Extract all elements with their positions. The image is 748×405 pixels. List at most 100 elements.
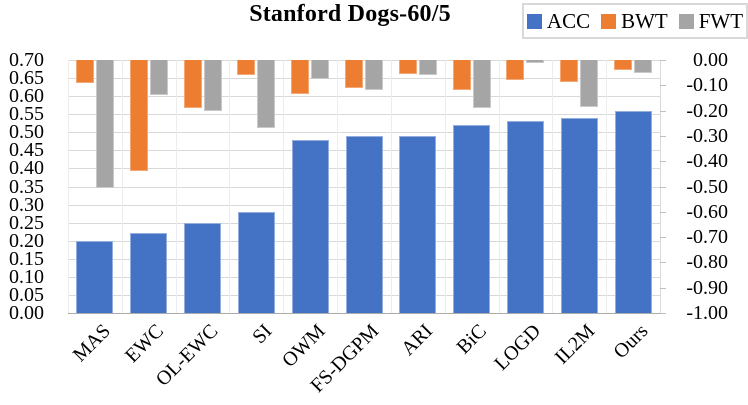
y-axis-right-tick	[660, 186, 666, 188]
gridline-vertical	[68, 60, 69, 313]
y-axis-left-tick-label: 0.05	[9, 283, 44, 306]
y-axis-right-tick	[660, 237, 666, 239]
bar-acc-fs-dgpm	[345, 135, 383, 313]
y-axis-right-tick	[660, 287, 666, 289]
bar-acc-owm	[291, 139, 329, 313]
y-axis-right-tick-label: -0.40	[686, 150, 728, 173]
gridline-horizontal	[68, 114, 660, 116]
y-axis-left-tick-label: 0.40	[9, 157, 44, 180]
bar-bwt-il2m	[560, 60, 579, 82]
legend-item-fwt: FWT	[678, 8, 744, 33]
gridline-vertical	[121, 60, 123, 313]
bar-acc-il2m	[560, 117, 598, 313]
bar-fwt-si	[257, 60, 276, 129]
gridline-vertical	[175, 60, 177, 313]
gridline-vertical	[552, 60, 554, 313]
y-axis-right-tick-label: -0.10	[686, 74, 728, 97]
y-axis-left-tick-label: 0.50	[9, 121, 44, 144]
x-axis-label-ewc: EWC	[121, 320, 169, 367]
x-axis-line	[68, 313, 660, 314]
bar-acc-mas	[76, 240, 114, 313]
gridline-horizontal	[68, 78, 660, 80]
plot-area	[68, 60, 666, 314]
y-axis-left-tick-label: 0.70	[9, 49, 44, 71]
bar-fwt-logd	[526, 60, 545, 63]
gridline-vertical	[337, 60, 339, 313]
y-axis-right-tick	[660, 110, 666, 112]
y-axis-left-tick-label: 0.55	[9, 103, 44, 126]
gridline-horizontal	[68, 96, 660, 98]
bar-fwt-mas	[95, 60, 114, 188]
y-axis-left-tick-label: 0.20	[9, 229, 44, 252]
bar-fwt-ewc	[149, 60, 168, 96]
y-axis-right-tick-label: -0.90	[686, 276, 728, 299]
y-axis-right-tick-label: -0.20	[686, 99, 728, 122]
x-axis-label-bic: BiC	[452, 320, 492, 359]
bar-fwt-bic	[472, 60, 491, 109]
bar-bwt-mas	[75, 60, 94, 83]
y-axis-right-tick-label: -0.60	[686, 200, 728, 223]
y-axis-right-tick-label: 0.00	[693, 49, 728, 71]
bar-bwt-ewc	[129, 60, 148, 172]
y-axis-right-tick	[660, 161, 666, 163]
bar-acc-ewc	[130, 233, 168, 313]
x-axis-label-ari: ARI	[397, 320, 438, 360]
y-axis-right-tick-label: -0.50	[686, 175, 728, 198]
bar-fwt-il2m	[580, 60, 599, 107]
y-axis-right-tick	[660, 262, 666, 264]
y-axis-right-tick-label: -0.30	[686, 124, 728, 147]
legend-swatch-bwt	[601, 13, 617, 29]
x-axis-label-ours: Ours	[609, 320, 653, 364]
bar-acc-ari	[399, 135, 437, 313]
y-axis-left-tick-label: 0.00	[9, 302, 44, 324]
y-axis-right-tick-label: -0.70	[686, 226, 728, 249]
bar-bwt-ours	[614, 60, 633, 71]
y-axis-right-tick	[660, 211, 666, 213]
legend-label-acc: ACC	[546, 8, 591, 33]
bar-fwt-fs-dgpm	[365, 60, 383, 91]
bar-bwt-ari	[398, 60, 417, 74]
bar-fwt-ol-ewc	[203, 60, 222, 111]
y-axis-left-tick-label: 0.65	[9, 67, 44, 90]
bar-bwt-owm	[291, 60, 310, 95]
legend-item-acc: ACC	[526, 8, 591, 33]
y-axis-left-tick-label: 0.60	[9, 85, 44, 108]
legend-label-bwt: BWT	[621, 8, 668, 33]
x-axis-label-mas: MAS	[68, 320, 115, 367]
y-axis-right-tick	[660, 135, 666, 137]
y-axis-right-tick	[660, 60, 666, 61]
gridline-vertical	[444, 60, 446, 313]
gridline-vertical	[390, 60, 392, 313]
chart-title: Stanford Dogs-60/5	[249, 1, 451, 27]
gridline-vertical	[606, 60, 608, 313]
y-axis-left-tick-label: 0.45	[9, 139, 44, 162]
bar-acc-ours	[614, 110, 652, 313]
bar-fwt-ari	[418, 60, 437, 76]
gridline-horizontal	[68, 60, 660, 61]
legend-item-bwt: BWT	[601, 8, 668, 33]
gridline-vertical	[498, 60, 500, 313]
bar-bwt-si	[237, 60, 256, 76]
y-axis-right-tick	[660, 85, 666, 87]
y-axis-left-tick-label: 0.25	[9, 211, 44, 234]
bar-acc-bic	[453, 125, 491, 313]
bar-fwt-owm	[311, 60, 330, 79]
bar-bwt-bic	[452, 60, 471, 91]
bar-fwt-ours	[634, 60, 653, 73]
y-axis-left-tick-label: 0.30	[9, 193, 44, 216]
legend-label-fwt: FWT	[698, 8, 744, 33]
gridline-vertical	[229, 60, 231, 313]
y-axis-right-tick-label: -0.80	[686, 251, 728, 274]
y-axis-left-tick-label: 0.15	[9, 247, 44, 270]
gridline-horizontal	[68, 132, 660, 134]
bar-bwt-ol-ewc	[183, 60, 202, 109]
bar-bwt-fs-dgpm	[345, 60, 363, 88]
y-axis-right-tick	[660, 313, 666, 314]
bar-acc-si	[237, 211, 275, 313]
legend: ACC BWT FWT	[522, 3, 748, 39]
x-axis-label-logd: LOGD	[490, 320, 546, 375]
bar-acc-logd	[506, 121, 544, 313]
y-axis-right-tick-label: -1.00	[686, 302, 728, 324]
y-axis-left-tick-label: 0.10	[9, 265, 44, 288]
